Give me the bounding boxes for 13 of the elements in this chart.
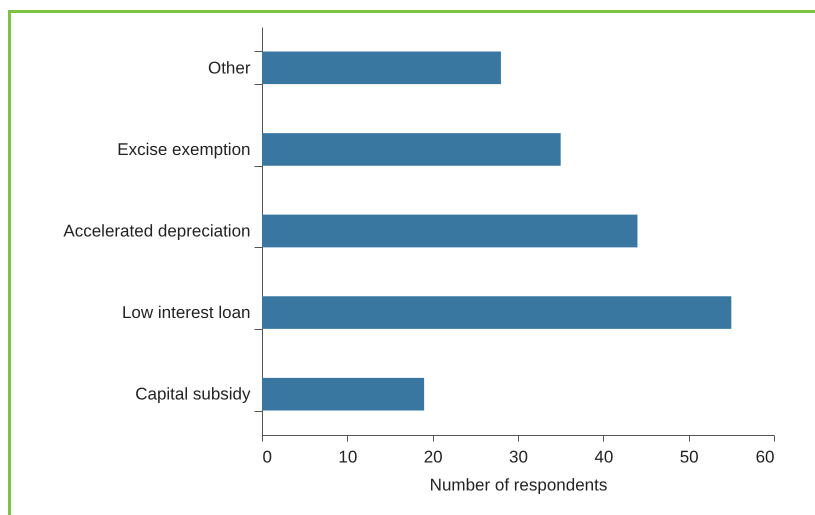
x-tick-label: 40 [594, 448, 614, 466]
y-tick-label: Other [208, 58, 251, 78]
x-tick-label: 60 [756, 448, 774, 466]
x-tick-label: 50 [680, 448, 699, 466]
x-tick-label: 0 [262, 448, 272, 466]
y-tick-label: Accelerated depreciation [63, 222, 250, 240]
y-tick-label: Excise exemption [117, 140, 250, 159]
x-tick-label: 30 [509, 448, 528, 466]
x-tick-label: 10 [338, 448, 358, 466]
x-tick-label: 20 [424, 448, 443, 466]
y-tick-label: Low interest loan [122, 303, 250, 322]
x-axis-title: Number of respondents [430, 476, 608, 494]
y-tick-label: Capital subsidy [135, 384, 251, 404]
